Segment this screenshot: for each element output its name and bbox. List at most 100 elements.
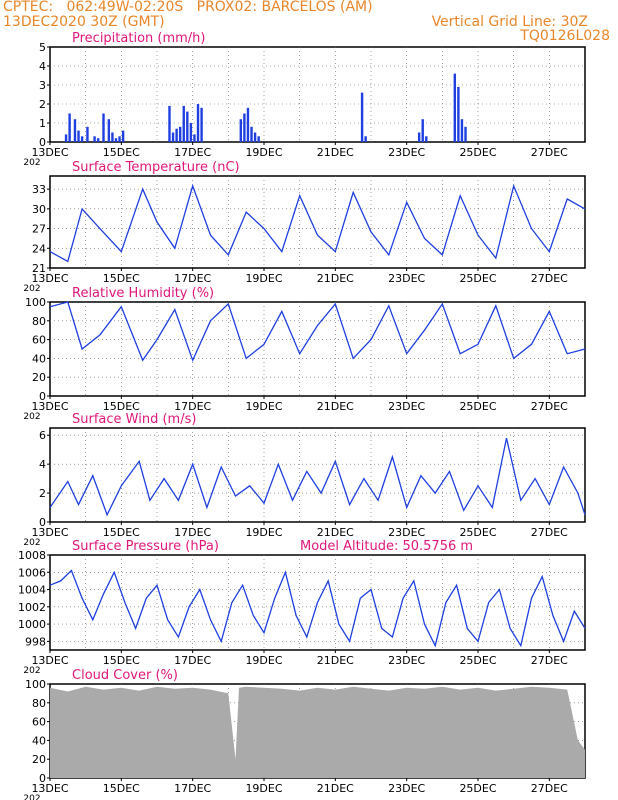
x-tick-label: 15DEC: [103, 400, 140, 413]
x-tick-label: 27DEC: [531, 272, 568, 285]
precip-bar: [96, 138, 100, 142]
y-tick-label: 20: [32, 371, 46, 384]
x-tick-label: 23DEC: [388, 782, 425, 795]
panel-title: Surface Temperature (nC): [72, 160, 240, 175]
y-tick-label: 33: [32, 183, 46, 196]
precip-bar: [77, 130, 80, 142]
x-tick-label: 17DEC: [174, 272, 211, 285]
precip-bar: [102, 113, 105, 142]
x-tick-label: 19DEC: [245, 146, 282, 159]
model-altitude-label: Model Altitude: 50.5756 m: [300, 539, 473, 554]
header-station: CPTEC: 062:49W-02:20S PROX02: BARCELOS (…: [3, 0, 373, 15]
x-tick-label: 13DEC: [31, 146, 68, 159]
x-tick-label: 19DEC: [245, 782, 282, 795]
y-tick-label: 1: [39, 117, 46, 130]
y-tick-label: 80: [32, 697, 46, 710]
precip-bar: [246, 107, 250, 142]
y-tick-label: 5: [39, 41, 46, 54]
precip-bar: [453, 73, 457, 142]
x-tick-label: 25DEC: [459, 526, 496, 539]
x-corner-label: 202: [23, 794, 40, 800]
x-corner-label: 202: [23, 538, 40, 548]
x-tick-label: 19DEC: [245, 654, 282, 667]
panel-title: Surface Wind (m/s): [72, 412, 196, 427]
header-model-code: TQ0126L028: [520, 28, 610, 44]
y-tick-label: 4: [39, 458, 46, 471]
x-tick-label: 25DEC: [459, 782, 496, 795]
precip-bar: [86, 126, 89, 142]
precip-bar: [360, 92, 364, 142]
series-line: [49, 183, 586, 263]
x-tick-label: 21DEC: [317, 782, 354, 795]
precip-bar: [425, 136, 428, 142]
x-tick-label: 21DEC: [317, 654, 354, 667]
y-tick-label: 30: [32, 203, 46, 216]
precip-bar: [73, 119, 77, 142]
x-tick-label: 23DEC: [388, 654, 425, 667]
y-tick-label: 1004: [18, 584, 46, 597]
x-tick-label: 15DEC: [103, 272, 140, 285]
x-tick-label: 15DEC: [103, 526, 140, 539]
y-tick-label: 100: [25, 678, 46, 691]
precip-bar: [111, 132, 114, 142]
precip-bar: [364, 136, 367, 142]
panel-title: Precipitation (mm/h): [72, 31, 205, 46]
y-tick-label: 20: [32, 753, 46, 766]
y-tick-label: 60: [32, 334, 46, 347]
x-tick-label: 21DEC: [317, 400, 354, 413]
y-tick-label: 40: [32, 734, 46, 747]
precip-bar: [168, 105, 171, 142]
series-line: [49, 569, 586, 648]
y-tick-label: 21: [32, 262, 46, 275]
x-tick-label: 19DEC: [245, 526, 282, 539]
precip-bar: [114, 138, 118, 142]
x-tick-label: 25DEC: [459, 654, 496, 667]
y-tick-label: 40: [32, 352, 46, 365]
x-tick-label: 17DEC: [174, 400, 211, 413]
precip-bar: [118, 136, 121, 142]
y-tick-label: 24: [32, 242, 46, 255]
x-tick-label: 27DEC: [531, 400, 568, 413]
panel-frame: [49, 301, 586, 397]
panel-frame: [49, 46, 586, 143]
precip-bar: [457, 86, 460, 142]
x-corner-label: 202: [23, 284, 40, 294]
panel-frame: [49, 554, 586, 651]
precip-bar: [250, 126, 253, 142]
x-tick-label: 21DEC: [317, 146, 354, 159]
precip-bar: [200, 107, 203, 142]
precip-bar: [253, 132, 257, 142]
precip-bar: [182, 105, 185, 142]
precip-bar: [193, 134, 196, 142]
y-tick-label: 27: [32, 223, 46, 236]
x-tick-label: 21DEC: [317, 526, 354, 539]
precip-bar: [80, 136, 84, 142]
precip-bar: [464, 126, 467, 142]
panel-title: Surface Pressure (hPa): [72, 539, 219, 554]
header-grid-note: Vertical Grid Line: 30Z: [431, 14, 588, 30]
precip-bar: [121, 130, 125, 142]
y-tick-label: 0: [39, 390, 46, 403]
precip-bar: [196, 104, 200, 142]
y-tick-label: 1008: [18, 549, 46, 562]
x-corner-label: 202: [23, 158, 40, 168]
x-tick-label: 27DEC: [531, 654, 568, 667]
x-tick-label: 15DEC: [103, 146, 140, 159]
y-tick-label: 100: [25, 296, 46, 309]
x-tick-label: 25DEC: [459, 146, 496, 159]
x-corner-label: 202: [23, 412, 40, 422]
precip-bar: [64, 134, 68, 142]
precip-bar: [175, 128, 178, 142]
x-corner-label: 202: [23, 666, 40, 676]
precip-bar: [189, 123, 193, 142]
x-tick-label: 15DEC: [103, 654, 140, 667]
x-tick-label: 19DEC: [245, 400, 282, 413]
x-tick-label: 27DEC: [531, 782, 568, 795]
x-tick-label: 13DEC: [31, 654, 68, 667]
precip-bar: [68, 113, 71, 142]
y-tick-label: 2: [39, 98, 46, 111]
panel-frame: [49, 175, 586, 269]
x-tick-label: 17DEC: [174, 654, 211, 667]
x-tick-label: 13DEC: [31, 400, 68, 413]
precip-bar: [178, 126, 182, 142]
